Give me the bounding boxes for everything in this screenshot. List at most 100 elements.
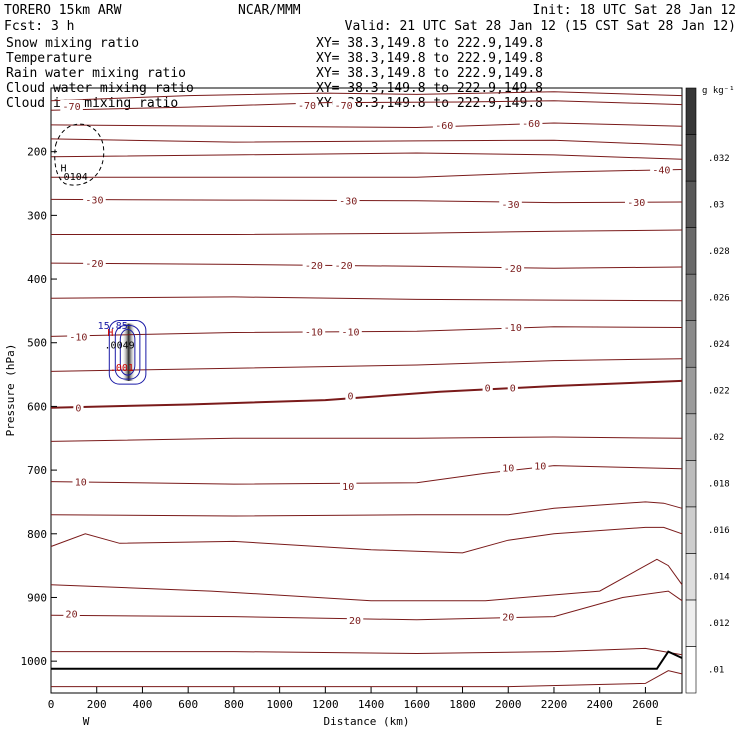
cloud-water-contour bbox=[114, 324, 141, 380]
isotherm bbox=[51, 647, 683, 656]
y-tick-label: 400 bbox=[27, 273, 47, 286]
legend-field-name: Temperature bbox=[6, 51, 92, 66]
colorbar-segment bbox=[685, 180, 697, 228]
isotherm-label: -10 bbox=[305, 327, 323, 338]
y-tick-label: 600 bbox=[27, 400, 47, 413]
isotherm-label: 0 bbox=[510, 383, 516, 394]
surface-line bbox=[51, 650, 683, 670]
legend-field-name: Rain water mixing ratio bbox=[6, 66, 186, 81]
colorbar-tick-label: .018 bbox=[708, 480, 730, 490]
colorbar-segment bbox=[685, 553, 697, 601]
label-background bbox=[302, 325, 326, 338]
isotherm-label: -10 bbox=[69, 332, 87, 343]
org-label: NCAR/MMM bbox=[238, 3, 301, 18]
legend-field-name: Cloud ice mixing ratio bbox=[6, 96, 178, 111]
snow-column bbox=[121, 323, 136, 381]
y-axis-label: Pressure (hPa) bbox=[4, 344, 17, 437]
x-tick-label: 1000 bbox=[266, 698, 293, 711]
y-tick-label: 300 bbox=[27, 209, 47, 222]
colorbar-tick-label: .01 bbox=[708, 666, 724, 676]
colorbar-segment bbox=[685, 413, 697, 461]
label-background bbox=[532, 459, 549, 472]
isotherm-label: -70 bbox=[298, 101, 316, 112]
x-tick-label: 600 bbox=[178, 698, 198, 711]
isotherm bbox=[50, 501, 683, 517]
label-background bbox=[60, 99, 83, 112]
snow-shading bbox=[121, 323, 136, 381]
legend-xy-range: XY= 38.3,149.8 to 222.9,149.8 bbox=[316, 96, 543, 111]
label-background bbox=[650, 163, 673, 176]
extremum-label: 15.85 bbox=[98, 321, 128, 332]
colorbar-tick-label: .016 bbox=[708, 526, 730, 536]
label-background bbox=[482, 381, 493, 394]
cloud-water-contour bbox=[108, 319, 147, 385]
colorbar-tick-label: .024 bbox=[708, 340, 730, 350]
label-background bbox=[295, 99, 319, 112]
isotherm bbox=[50, 436, 683, 442]
label-background bbox=[346, 613, 364, 626]
colorbar-segment bbox=[685, 273, 697, 321]
colorbar-tick-label: .028 bbox=[708, 247, 730, 257]
colorbar-tick-label: .026 bbox=[708, 293, 730, 303]
isotherm bbox=[50, 198, 683, 204]
east-end-label: E bbox=[656, 715, 663, 728]
label-background bbox=[519, 117, 543, 130]
label-background bbox=[499, 197, 522, 210]
cloud-water-contours bbox=[108, 319, 147, 385]
contour-labels: -70 -70 -70 -60 -60 -40 -30 -30 -30 -30 -20 -20 -20 -… bbox=[58, 99, 673, 627]
isotherm-label: -30 bbox=[502, 200, 520, 211]
plot-area: -70 -70 -70 -60 -60 -40 -30 -30 -30 -30 -20 -20 -20 -… bbox=[4, 87, 683, 728]
x-axis-label: Distance (km) bbox=[323, 715, 409, 728]
isotherm-label: -10 bbox=[504, 323, 522, 334]
y-tick-label: 900 bbox=[27, 591, 47, 604]
label-background bbox=[332, 99, 355, 112]
label-background bbox=[63, 607, 80, 620]
isotherm bbox=[50, 558, 683, 602]
isotherm-label: 0 bbox=[347, 392, 353, 403]
extremum-label: .0049 bbox=[105, 341, 135, 352]
isotherm-label: -10 bbox=[341, 327, 359, 338]
colorbar-segment bbox=[685, 320, 697, 368]
isotherm-label: -20 bbox=[504, 264, 522, 275]
y-tick-label: 700 bbox=[27, 464, 47, 477]
x-tick-label: 1800 bbox=[449, 698, 476, 711]
x-tick-label: 2200 bbox=[541, 698, 568, 711]
colorbar-segment bbox=[685, 599, 697, 647]
isotherm-label: 10 bbox=[534, 462, 546, 473]
label-background bbox=[624, 195, 648, 208]
isotherm-label: -70 bbox=[63, 102, 81, 113]
init-time: Init: 18 UTC Sat 28 Jan 12 bbox=[533, 3, 737, 18]
label-background bbox=[340, 480, 357, 493]
isotherm bbox=[50, 262, 683, 269]
colorbar: .01 .012 .014 .016 .018 .02 .022 .024 .026 .028 .0… bbox=[685, 86, 735, 694]
label-background bbox=[500, 461, 517, 474]
isotherm bbox=[50, 138, 683, 146]
axes: 0 200 400 600 800 1000 1200 1400 1600 1800 2000 220… bbox=[4, 146, 662, 728]
legend-xy-range: XY= 38.3,149.8 to 222.9,149.8 bbox=[316, 66, 543, 81]
isotherm bbox=[50, 100, 683, 111]
label-background bbox=[83, 257, 106, 270]
isotherm-label: 10 bbox=[342, 482, 354, 493]
snow-dashed-contour bbox=[54, 123, 105, 186]
colorbar-tick-label: .012 bbox=[708, 619, 730, 629]
colorbar-segment bbox=[685, 366, 697, 415]
label-background bbox=[67, 330, 90, 343]
colorbar-tick-label: .022 bbox=[708, 387, 730, 397]
plot-frame bbox=[50, 87, 683, 694]
y-tick-label: 800 bbox=[27, 528, 47, 541]
isotherm bbox=[50, 91, 683, 102]
label-background bbox=[501, 320, 525, 333]
y-tick-label: 500 bbox=[27, 337, 47, 350]
x-tick-label: 1400 bbox=[358, 698, 385, 711]
isotherm bbox=[51, 229, 683, 235]
colorbar-segment bbox=[685, 646, 697, 694]
isotherm bbox=[51, 670, 683, 688]
isotherm-label: -20 bbox=[305, 261, 323, 272]
west-end-label: W bbox=[83, 715, 90, 728]
isotherm-label: -20 bbox=[85, 259, 103, 270]
label-background bbox=[507, 381, 518, 394]
extremum-label: .0104 bbox=[58, 172, 88, 183]
x-tick-label: 2000 bbox=[495, 698, 522, 711]
x-tick-label: 200 bbox=[87, 698, 107, 711]
